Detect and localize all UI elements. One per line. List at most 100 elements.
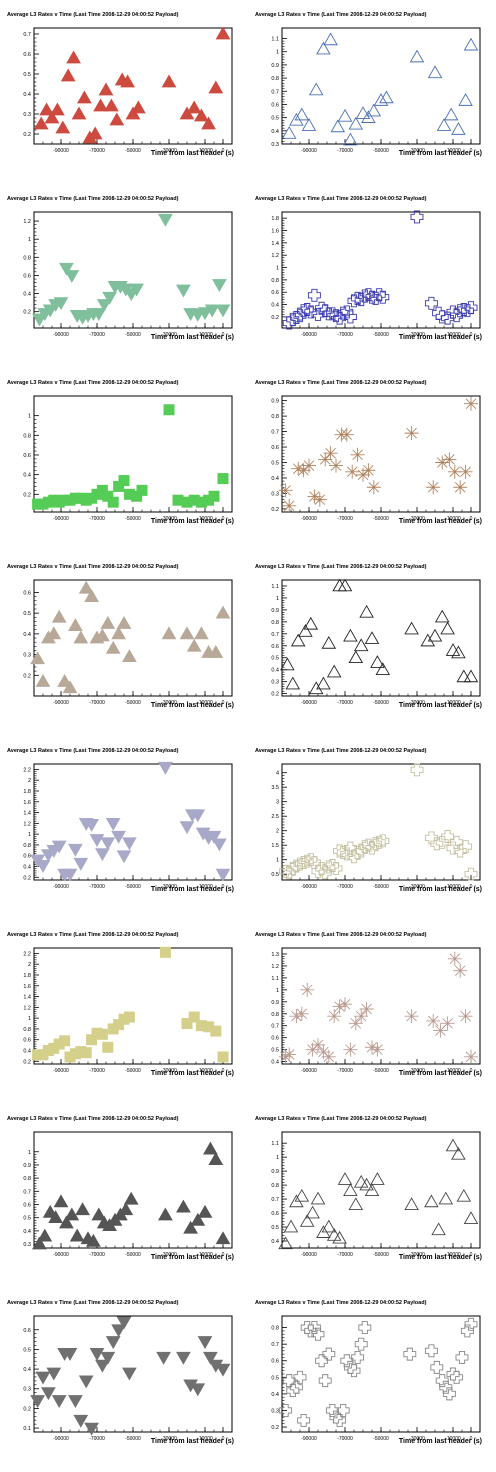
x-tick-label: -70000 bbox=[337, 148, 353, 154]
data-point bbox=[464, 396, 478, 411]
data-point bbox=[195, 496, 207, 508]
data-point bbox=[158, 1207, 173, 1221]
data-point bbox=[190, 809, 206, 823]
data-point bbox=[409, 49, 425, 63]
chart-title: Average L3 Rates v Time (Last Time 2008-… bbox=[7, 380, 179, 386]
x-tick-label: 0 bbox=[470, 1436, 473, 1442]
data-point bbox=[359, 1177, 374, 1191]
data-point bbox=[105, 817, 121, 831]
data-point bbox=[366, 103, 382, 117]
x-axis-label: Time from last header (s) bbox=[398, 1254, 482, 1261]
data-point bbox=[278, 1236, 293, 1250]
data-point bbox=[370, 1172, 385, 1185]
data-point bbox=[340, 847, 354, 861]
data-point bbox=[301, 118, 317, 131]
data-point bbox=[215, 26, 231, 40]
data-point bbox=[326, 664, 342, 678]
x-axis-label: Time from last header (s) bbox=[150, 702, 234, 709]
data-point bbox=[104, 98, 119, 112]
data-point bbox=[100, 615, 116, 629]
data-point bbox=[451, 645, 466, 659]
data-point bbox=[296, 463, 311, 478]
data-point bbox=[91, 308, 107, 322]
x-tick-label: -90000 bbox=[53, 1436, 69, 1442]
x-tick-label: -90000 bbox=[53, 148, 69, 154]
data-point bbox=[73, 630, 89, 644]
x-tick-label: -10000 bbox=[445, 1436, 461, 1442]
y-tick-label: 0.8 bbox=[23, 1027, 31, 1033]
data-point bbox=[443, 107, 459, 121]
x-tick-label: -50000 bbox=[125, 516, 141, 522]
data-point bbox=[343, 310, 357, 324]
data-point bbox=[289, 311, 303, 324]
data-point bbox=[453, 844, 467, 858]
data-point bbox=[55, 120, 71, 134]
y-tick-label: 0.2 bbox=[23, 673, 31, 679]
data-point bbox=[282, 1047, 297, 1062]
x-tick-label: -10000 bbox=[445, 516, 461, 522]
x-tick-label: 0 bbox=[470, 516, 473, 522]
scatter-plot: 0.2 0.3 0.4 0.5 0.6 0.7 0.8 0.9 1 1.1 -90000 -70000… bbox=[271, 578, 481, 706]
y-tick-label: 0.4 bbox=[23, 1229, 31, 1235]
data-point bbox=[438, 1191, 454, 1205]
x-tick-label: -90000 bbox=[301, 1436, 317, 1442]
data-point bbox=[129, 283, 144, 297]
data-point bbox=[111, 830, 126, 844]
scatter-plot: 0.4 0.5 0.6 0.7 0.8 0.9 1 1.1 -90000 -70000 -50000… bbox=[271, 1131, 481, 1258]
data-point bbox=[30, 651, 45, 665]
y-tick-label: 0.2 bbox=[23, 1059, 31, 1065]
data-point bbox=[118, 475, 130, 487]
data-point bbox=[197, 1336, 213, 1350]
data-point bbox=[333, 844, 347, 858]
y-tick-label: 0.6 bbox=[23, 1328, 31, 1334]
x-tick-label: -30000 bbox=[161, 1252, 177, 1258]
data-point bbox=[310, 1191, 326, 1205]
data-point bbox=[44, 110, 60, 124]
data-point bbox=[95, 1359, 110, 1373]
x-tick-label: -70000 bbox=[337, 700, 353, 706]
data-point bbox=[434, 609, 450, 623]
x-tick-label: -70000 bbox=[337, 884, 353, 890]
data-point bbox=[201, 116, 216, 130]
data-point bbox=[365, 1040, 379, 1055]
plot-frame bbox=[281, 27, 481, 145]
data-point bbox=[294, 1188, 310, 1202]
data-point bbox=[282, 1374, 296, 1388]
x-tick-label: -90000 bbox=[301, 884, 317, 890]
data-point bbox=[358, 1321, 372, 1335]
y-tick-label: 0.6 bbox=[23, 273, 31, 279]
x-tick-label: 0 bbox=[222, 516, 225, 522]
y-tick-label: 0.4 bbox=[271, 668, 279, 674]
data-point bbox=[113, 480, 125, 492]
data-point bbox=[59, 1035, 71, 1047]
x-tick-label: -90000 bbox=[53, 516, 69, 522]
data-point bbox=[89, 1347, 105, 1361]
data-point bbox=[96, 1028, 108, 1040]
y-tick-label: 0.3 bbox=[23, 1242, 31, 1248]
y-tick-label: 0.2 bbox=[23, 310, 31, 316]
data-point bbox=[450, 1370, 464, 1384]
data-point bbox=[333, 311, 347, 325]
x-tick-label: -90000 bbox=[53, 1252, 69, 1258]
data-point bbox=[311, 307, 325, 321]
data-point bbox=[53, 297, 69, 311]
data-point bbox=[96, 484, 108, 496]
y-tick-label: 2.2 bbox=[23, 951, 31, 957]
y-tick-label: 2.5 bbox=[271, 814, 279, 820]
y-tick-label: 1.4 bbox=[271, 241, 279, 247]
y-tick-label: 0.3 bbox=[271, 680, 279, 686]
data-point bbox=[131, 100, 146, 114]
x-tick-label: -70000 bbox=[337, 516, 353, 522]
x-tick-label: -70000 bbox=[89, 516, 105, 522]
data-point bbox=[404, 1009, 419, 1024]
x-tick-label: -50000 bbox=[373, 700, 389, 706]
data-point bbox=[336, 1404, 350, 1417]
data-point bbox=[305, 1205, 320, 1219]
data-point bbox=[442, 452, 457, 467]
data-point bbox=[302, 458, 316, 473]
data-point bbox=[369, 291, 383, 305]
y-tick-label: 0.6 bbox=[271, 445, 279, 451]
scatter-plot: 0.2 0.4 0.6 0.8 1 -90000 -70000 -50000 -30000 -10… bbox=[23, 395, 233, 522]
data-point bbox=[286, 312, 300, 326]
data-point bbox=[440, 621, 455, 635]
